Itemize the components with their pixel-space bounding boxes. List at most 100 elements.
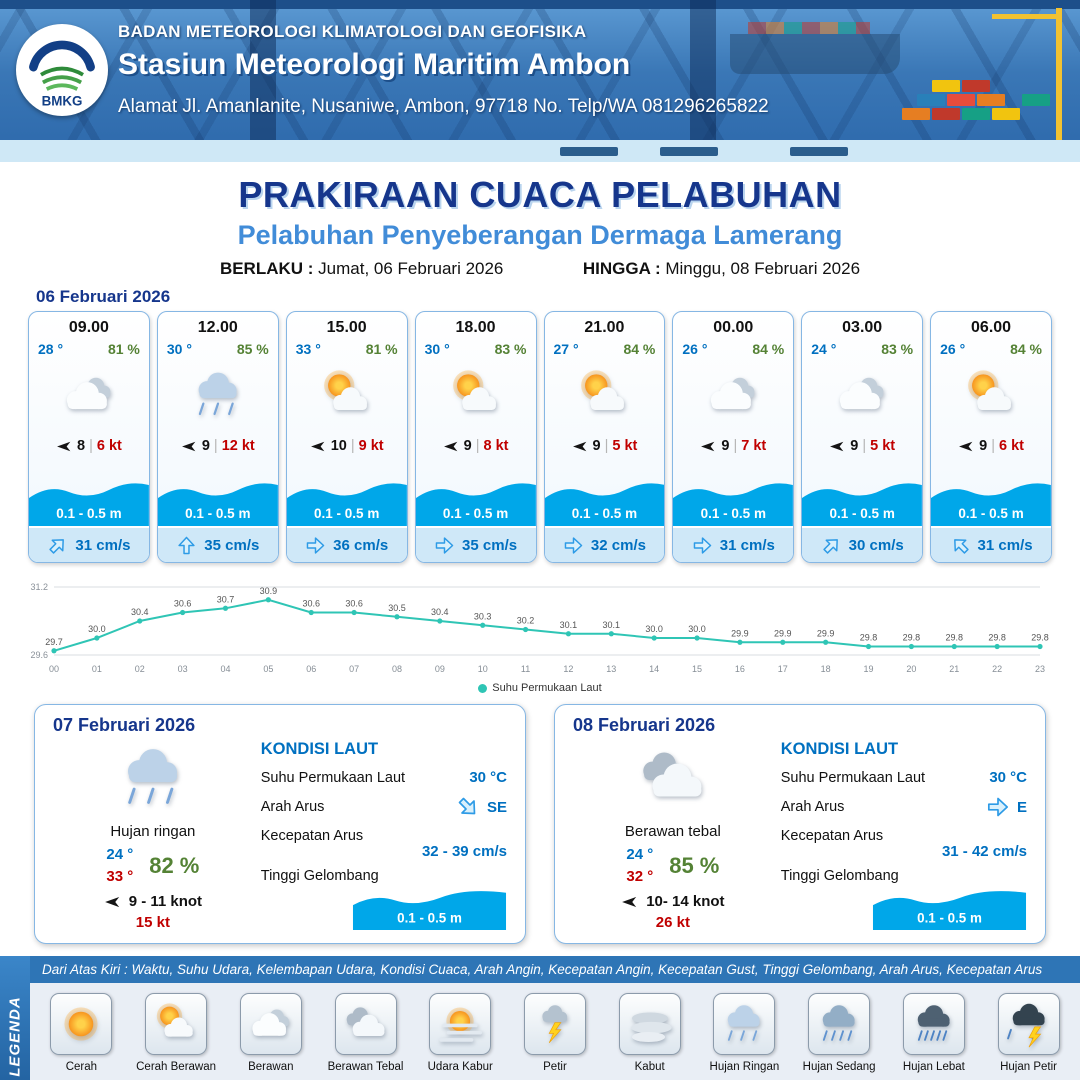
svg-text:30.9: 30.9 [260, 586, 278, 596]
current-direction-icon [176, 535, 197, 556]
weather-icon [107, 738, 199, 823]
humidity: 81 % [365, 341, 398, 357]
wind-direction-icon [56, 438, 73, 455]
hourly-forecast-card: 09.00 28 ° 81 % 8 | 6 kt 0.1 - 0.5 m 31 … [28, 311, 150, 563]
wave-height-band: 0.1 - 0.5 m [286, 476, 407, 526]
current-direction-icon [692, 535, 713, 556]
current-direction-icon [986, 795, 1010, 819]
current-direction-label: Arah Arus [780, 799, 845, 815]
daily-date: 08 Februari 2026 [573, 715, 716, 735]
svg-text:08: 08 [392, 664, 402, 674]
svg-text:29.9: 29.9 [774, 628, 792, 638]
legend-item-label: Cerah [65, 1061, 98, 1073]
wind-speed: 8 [77, 438, 86, 454]
wave-height-value: 0.1 - 0.5 m [958, 506, 1024, 521]
agency-name: BADAN METEOROLOGI KLIMATOLOGI DAN GEOFIS… [118, 22, 587, 41]
wave-graphic [29, 483, 149, 526]
wind-direction-icon [572, 438, 589, 455]
svg-text:04: 04 [220, 664, 230, 674]
valid-from-value: Jumat, 06 Februari 2026 [318, 259, 504, 278]
sst-label: Suhu Permukaan Laut [780, 769, 926, 786]
legend-item: Hujan Lebat [888, 993, 980, 1073]
wind-gust: 9 kt [358, 438, 384, 454]
wave-height-band: 0.1 - 0.5 m [673, 476, 794, 526]
svg-text:0.1 - 0.5 m: 0.1 - 0.5 m [917, 910, 982, 925]
wind-row: 8 | 6 kt [29, 433, 149, 459]
legend-side-strip: LEGENDA [0, 956, 30, 1080]
bench-illustration [790, 147, 848, 156]
legend-side-label: LEGENDA [6, 995, 24, 1077]
wind-direction-icon [700, 438, 717, 455]
wind-row: 9 | 5 kt [545, 433, 665, 459]
wave-graphic [544, 483, 665, 526]
wave-graphic [673, 483, 794, 526]
current-band: 35 cm/s [157, 526, 278, 562]
legend-item: Kabut [604, 993, 696, 1073]
hourly-forecast-card: 21.00 27 ° 84 % 9 | 5 kt 0.1 - 0.5 m 32 … [543, 311, 666, 563]
wind-gust: 6 kt [96, 438, 122, 454]
svg-text:17: 17 [778, 664, 788, 674]
svg-text:30.4: 30.4 [131, 607, 149, 617]
sst-value: 30 °C [469, 769, 507, 786]
legend-item-label: Hujan Sedang [802, 1061, 876, 1073]
legend-item: Cerah Berawan [130, 993, 222, 1073]
svg-text:29.8: 29.8 [1031, 633, 1049, 643]
hourly-forecast-card: 15.00 33 ° 81 % 10 | 9 kt 0.1 - 0.5 m 36… [285, 311, 408, 563]
page-title: PRAKIRAAN CUACA PELABUHAN [238, 174, 842, 215]
current-speed-value: 31 - 42 cm/s [941, 843, 1027, 860]
svg-text:30.6: 30.6 [174, 599, 192, 609]
crane-illustration [992, 8, 1062, 140]
wind-direction-icon [181, 438, 198, 455]
wave-height-band: 0.1 - 0.5 m [29, 476, 149, 526]
wind-direction-icon [104, 893, 122, 911]
wind-direction-icon [621, 893, 639, 911]
current-direction-value: E [1016, 798, 1027, 816]
current-speed-value: 32 cm/s [590, 536, 646, 554]
wind-gust: 5 kt [612, 438, 638, 454]
bench-illustration [560, 147, 618, 156]
svg-text:30.1: 30.1 [603, 620, 621, 630]
wave-graphic [802, 483, 923, 526]
current-direction-icon [434, 535, 455, 556]
forecast-time: 09.00 [68, 319, 109, 336]
wind-gust: 12 kt [221, 438, 255, 454]
daily-forecast-card: 08 Februari 2026 Berawan tebal 24 ° 32 °… [554, 704, 1046, 944]
hujan-petir-icon [997, 993, 1060, 1055]
wave-graphic [157, 483, 278, 526]
wind-speed-range: 9 - 11 knot [128, 893, 203, 910]
humidity: 84 % [623, 341, 656, 357]
humidity: 84 % [1010, 341, 1042, 357]
svg-text:31.2: 31.2 [30, 582, 48, 592]
humidity: 81 % [107, 341, 140, 357]
wind-speed: 9 [850, 438, 859, 454]
header-banner: BMKG BADAN METEOROLOGI KLIMATOLOGI DAN G… [0, 0, 1080, 162]
header-top-beam [0, 0, 1080, 9]
current-speed-label: Kecepatan Arus [780, 828, 884, 844]
legend-item-label: Hujan Ringan [709, 1061, 780, 1073]
forecast-time: 03.00 [842, 319, 883, 336]
svg-text:22: 22 [992, 664, 1002, 674]
harbor-illustration [0, 0, 1080, 162]
wind-speed: 9 [979, 438, 988, 454]
svg-text:19: 19 [864, 664, 874, 674]
weather-icon [545, 357, 665, 433]
container-stack-illustration [902, 44, 1052, 122]
valid-from-label: BERLAKU : [219, 259, 314, 278]
condition-label: Berawan tebal [624, 823, 721, 840]
wind-row: 9 | 7 kt [673, 433, 793, 459]
legend-item-label: Berawan Tebal [327, 1061, 404, 1073]
svg-text:06: 06 [306, 664, 316, 674]
svg-text:12: 12 [563, 664, 573, 674]
svg-text:30.4: 30.4 [431, 607, 449, 617]
udara-kabur-icon [429, 993, 492, 1055]
sst-label: Suhu Permukaan Laut [260, 769, 406, 786]
berawan-tebal-icon [334, 993, 397, 1055]
weather-icon [287, 357, 407, 433]
legend-item: Udara Kabur [414, 993, 506, 1073]
legend-items: Cerah Cerah Berawan Berawan Berawan Tebal Ud… [30, 983, 1080, 1079]
legend-item: Hujan Sedang [793, 993, 885, 1073]
current-direction-icon [821, 535, 842, 556]
wind-row: 10 | 9 kt [287, 433, 407, 459]
valid-until-value: Minggu, 08 Februari 2026 [665, 259, 861, 278]
bmkg-logo: BMKG [16, 24, 108, 116]
